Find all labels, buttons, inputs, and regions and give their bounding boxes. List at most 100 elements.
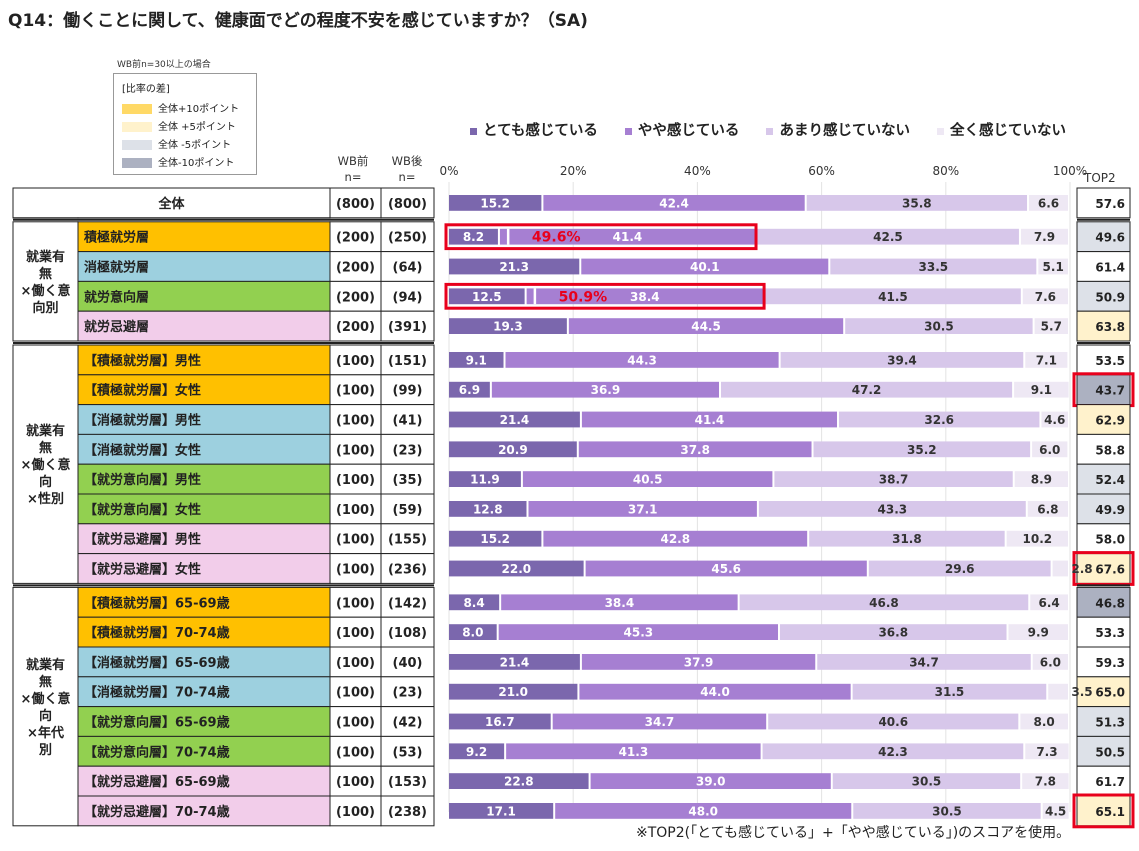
- group-label: 向: [39, 708, 52, 724]
- difference-swatch: [122, 158, 152, 168]
- difference-legend-item: 全体 +5ポイント: [122, 118, 236, 133]
- n-after-cell: [380, 765, 435, 797]
- top2-cell: [1076, 586, 1131, 618]
- difference-legend-item: 全体 -5ポイント: [122, 136, 231, 151]
- n-before-value: (100): [336, 414, 375, 429]
- bar-value-label: 31.8: [892, 532, 922, 546]
- group-label: ×働く意: [21, 283, 71, 299]
- bar-segment: [768, 713, 1019, 730]
- top2-value: 65.0: [1095, 686, 1125, 700]
- bar-segment: [449, 560, 584, 577]
- bar-segment: [1025, 743, 1069, 760]
- bar-segment: [1006, 530, 1068, 547]
- n-after-cell: [380, 523, 435, 555]
- top2-cell: [1076, 251, 1131, 282]
- bar-segment: [526, 288, 764, 305]
- n-before-value: (800): [336, 197, 375, 212]
- top2-value: 51.3: [1095, 716, 1125, 730]
- row-label: 【消極就労層】65-69歳: [84, 655, 230, 671]
- n-before-value: (100): [336, 354, 375, 369]
- n-before-cell: [329, 586, 382, 618]
- top2-cell: [1076, 221, 1131, 253]
- n-before-value: (100): [336, 716, 375, 731]
- bar-value-label: 46.8: [869, 596, 899, 610]
- bar-segment: [578, 441, 812, 458]
- bar-value-label: 39.4: [887, 353, 917, 367]
- bar-value-label: 17.1: [486, 804, 516, 818]
- bar-segment: [832, 773, 1021, 789]
- bar-value-label: 35.8: [902, 196, 932, 210]
- bar-value-label: 22.8: [504, 775, 534, 789]
- legend-swatch: [937, 127, 945, 135]
- row-label: 【消極就労層】男性: [84, 413, 201, 429]
- bar-segment: [868, 560, 1051, 577]
- bar-value-label: 6.9: [459, 383, 480, 397]
- n-before-value: (100): [336, 626, 375, 641]
- bar-segment: [845, 318, 1033, 334]
- row-label-cell: [77, 280, 331, 312]
- legend-item: とても感じている: [470, 119, 598, 140]
- top2-value: 53.5: [1095, 354, 1125, 368]
- top2-value: 58.0: [1095, 533, 1125, 547]
- row-label-cell: [77, 586, 331, 618]
- n-before-cell: [329, 251, 382, 282]
- bar-value-label: 20.9: [498, 443, 528, 457]
- group-label: 別: [38, 743, 52, 758]
- top2-value: 61.7: [1095, 775, 1125, 789]
- bar-value-label: 9.1: [466, 353, 487, 367]
- n-after-value: (155): [388, 533, 427, 548]
- n-after-value: (94): [393, 290, 423, 305]
- bar-segment: [449, 411, 580, 428]
- n-after-value: (108): [388, 626, 427, 641]
- n-before-cell: [329, 616, 382, 648]
- top2-cell: [1076, 433, 1131, 465]
- row-label-cell: [77, 221, 331, 253]
- bar-segment: [720, 381, 1013, 398]
- bar-value-label: 6.8: [1037, 502, 1058, 516]
- group-label: 無: [39, 266, 52, 282]
- top2-cell: [1076, 310, 1131, 342]
- n-after-value: (250): [388, 231, 427, 246]
- bar-segment: [449, 803, 554, 819]
- bar-value-label: 34.7: [645, 715, 675, 729]
- bar-segment: [449, 501, 527, 517]
- row-label: 【就労意向層】70-74歳: [84, 744, 230, 760]
- group-label: 無: [39, 440, 52, 456]
- top2-cell: [1076, 187, 1131, 219]
- bar-value-label: 44.5: [691, 320, 721, 334]
- bar-segment: [762, 743, 1024, 760]
- n-after-value: (59): [393, 503, 423, 518]
- n-after-value: (53): [393, 745, 423, 760]
- group-label: ×性別: [27, 491, 64, 507]
- callout-highlight-box: [444, 223, 758, 251]
- n-before-value: (100): [336, 533, 375, 548]
- bar-value-label: 3.5: [1071, 685, 1092, 699]
- bar-value-label: 35.2: [907, 443, 937, 457]
- bar-segment: [449, 713, 551, 730]
- n-after-cell: [380, 344, 435, 376]
- bar-value-label: 4.5: [1045, 804, 1066, 818]
- n-before-value: (100): [336, 596, 375, 611]
- row-label: 就労意向層: [84, 289, 149, 305]
- total-label-cover: [13, 188, 330, 218]
- bar-segment: [449, 530, 542, 547]
- bar-segment: [1014, 381, 1069, 398]
- bar-segment: [449, 594, 500, 611]
- n-before-cell: [329, 676, 382, 708]
- bar-value-label: 42.3: [878, 745, 908, 759]
- bar-value-label: 40.6: [878, 715, 908, 729]
- bar-segment: [1032, 441, 1068, 458]
- row-label: 【積極就労層】65-69歳: [84, 595, 230, 611]
- bar-value-label: 34.7: [909, 655, 939, 669]
- n-before-cell: [329, 404, 382, 435]
- top2-cell: [1076, 493, 1131, 525]
- row-label: 積極就労層: [83, 230, 149, 246]
- bar-value-label: 21.0: [498, 685, 528, 699]
- top2-value: 58.8: [1095, 443, 1125, 457]
- bar-value-label: 41.4: [695, 413, 725, 427]
- bar-segment: [449, 352, 504, 368]
- n-after-cell: [380, 586, 435, 618]
- bar-value-label: 10.2: [1023, 532, 1053, 546]
- legend-swatch: [470, 127, 477, 135]
- bar-value-label: 7.6: [1035, 290, 1056, 304]
